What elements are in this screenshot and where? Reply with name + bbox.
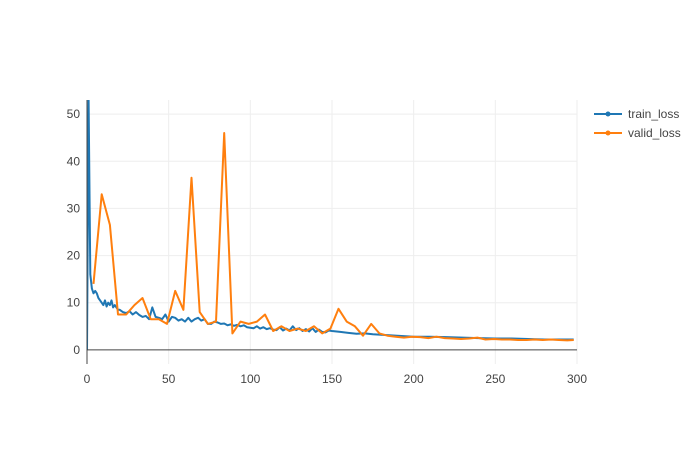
x-tick-label: 200 [404,372,424,386]
legend-marker [605,111,611,117]
grid [87,100,578,364]
y-tick-label: 30 [67,201,81,215]
series-line-valid-loss [92,132,574,342]
y-tick-label: 20 [67,249,81,263]
x-tick-label: 50 [162,372,176,386]
y-tick-label: 50 [67,107,81,121]
legend-label: valid_loss [628,126,681,140]
axes: 0 10 20 30 40 50 0 50 100 150 200 250 300 [67,100,587,386]
series-line-train-loss [87,100,574,350]
x-tick-label: 250 [485,372,505,386]
y-tick-label: 40 [67,154,81,168]
legend-label: train_loss [628,107,679,121]
x-tick-label: 300 [567,372,587,386]
legend-marker [605,130,611,136]
legend: train_loss valid_loss [594,107,681,140]
x-tick-label: 0 [84,372,91,386]
plot-area [87,100,574,350]
x-tick-label: 100 [240,372,260,386]
y-tick-label: 0 [73,343,80,357]
y-tick-label: 10 [67,296,81,310]
x-tick-label: 150 [322,372,342,386]
